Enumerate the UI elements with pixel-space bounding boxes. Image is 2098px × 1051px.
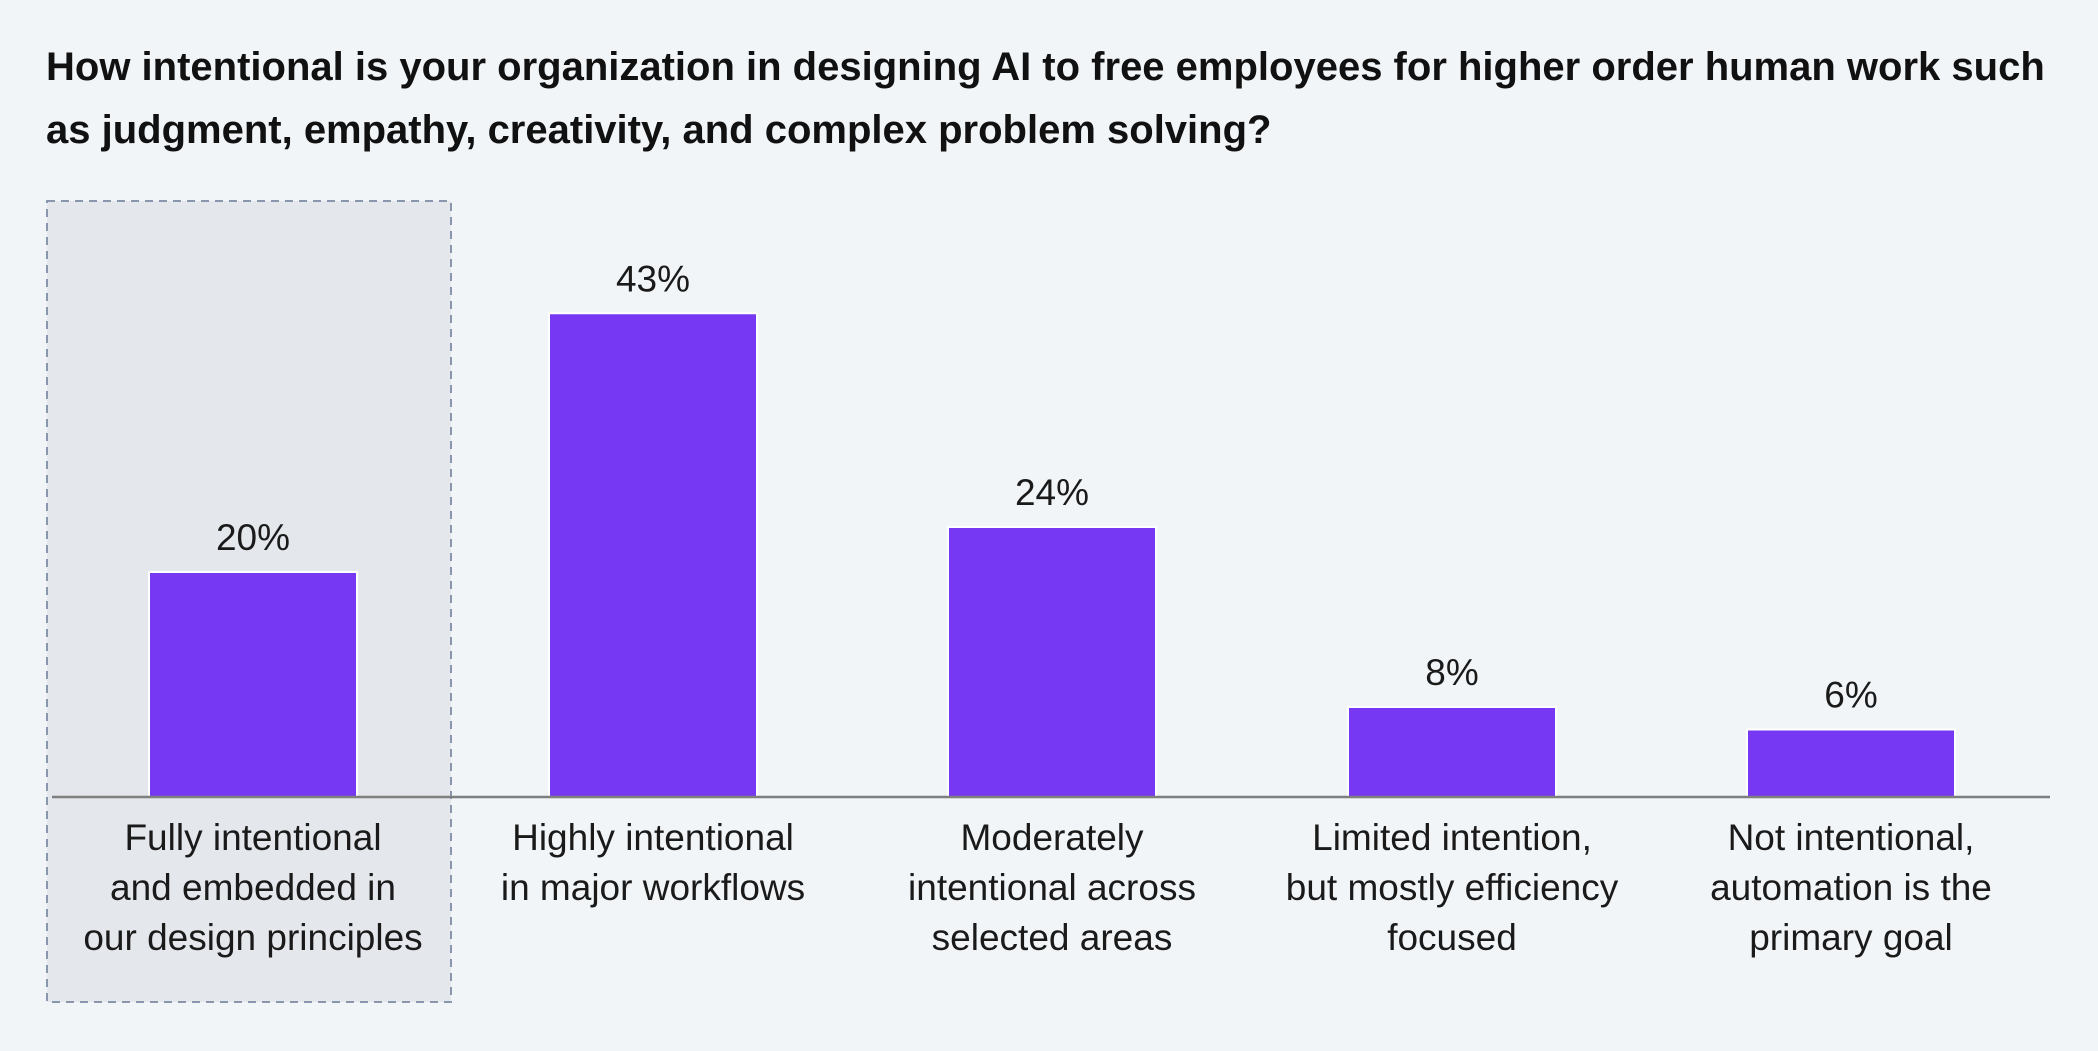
data-label-4: 8% xyxy=(1425,652,1478,693)
bar-5 xyxy=(1746,728,1956,798)
bar-1 xyxy=(148,571,358,798)
category-label-5: Not intentional, automation is the primary… xyxy=(1710,817,1992,958)
chart-title: How intentional is your organization in … xyxy=(46,45,2045,152)
category-label-4: Limited intention, but mostly efficiency f… xyxy=(1286,817,1619,958)
category-label-1: Fully intentional and embedded in our desi… xyxy=(83,817,422,958)
data-label-3: 24% xyxy=(1015,472,1089,513)
data-label-5: 6% xyxy=(1824,675,1877,716)
data-label-1: 20% xyxy=(216,517,290,558)
category-label-2: Highly intentional in major workflows xyxy=(501,817,805,908)
bar-2 xyxy=(548,312,758,798)
bar-4 xyxy=(1347,706,1557,798)
bar-3 xyxy=(947,526,1157,798)
category-label-3: Moderately intentional across selected are… xyxy=(908,817,1196,958)
data-label-2: 43% xyxy=(616,258,690,299)
